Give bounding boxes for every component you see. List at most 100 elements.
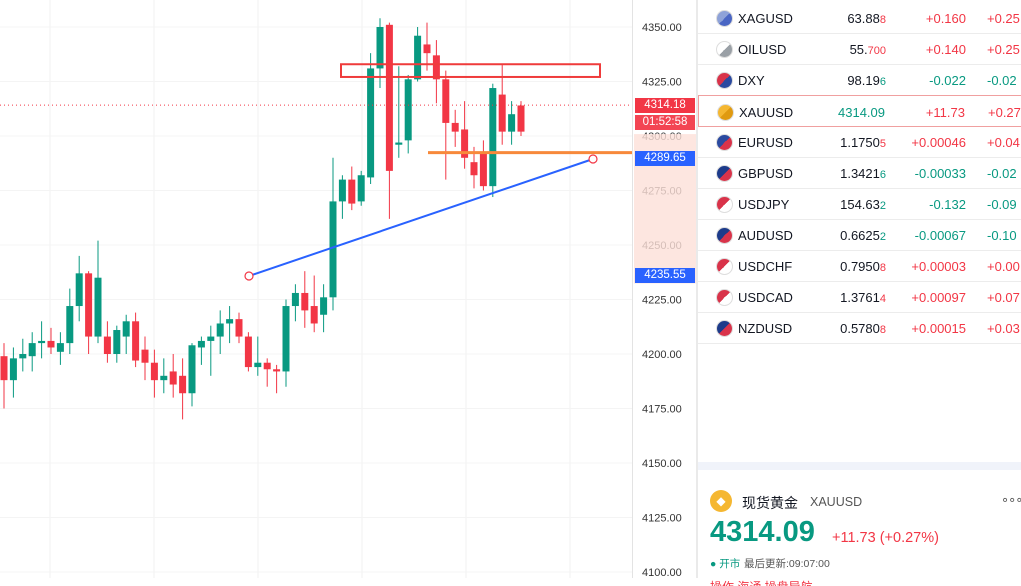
candle-body (207, 336, 215, 341)
last-price: 1.37614 (840, 290, 886, 305)
eurusd-flag-icon (716, 134, 733, 151)
candle-body (263, 362, 271, 370)
candle-body (179, 375, 187, 394)
candle-body (451, 122, 459, 132)
trendline (248, 158, 594, 277)
dxy-flag-icon (716, 72, 733, 89)
candle-body (508, 114, 516, 132)
last-price-tag: 4314.18 (635, 98, 695, 113)
watchlist-row-usdcad[interactable]: USDCAD 1.37614 +0.00097 +0.07 (698, 281, 1021, 313)
watchlist-row-usdjpy[interactable]: USDJPY 154.632 -0.132 -0.09 (698, 188, 1021, 220)
change: +0.00003 (911, 259, 966, 274)
symbol: USDCHF (738, 259, 793, 274)
xauusd-flag-icon (717, 104, 734, 121)
last-price: 98.196 (847, 73, 886, 88)
candle-body (103, 336, 111, 354)
candle-body (56, 343, 64, 352)
y-tick-label: 4125.00 (642, 513, 682, 525)
change-percent: -0.09 (987, 197, 1017, 212)
change-percent: +0.07 (987, 290, 1020, 305)
y-tick-label: 4225.00 (642, 295, 682, 307)
candle-body (320, 297, 328, 315)
watchlist-row-gbpusd[interactable]: GBPUSD 1.34216 -0.00033 -0.02 (698, 157, 1021, 189)
xagusd-flag-icon (716, 10, 733, 27)
candle-body (216, 323, 224, 337)
change-percent: +0.00 (987, 259, 1020, 274)
market-status: ● 开市 (710, 558, 741, 570)
symbol: DXY (738, 73, 765, 88)
trendline-price-tag: 4235.55 (635, 268, 695, 283)
watchlist-row-audusd[interactable]: AUDUSD 0.66252 -0.00067 -0.10 (698, 219, 1021, 251)
change: +0.140 (925, 42, 966, 57)
candle-body (28, 343, 36, 357)
detail-change: +11.73 (+0.27%) (832, 530, 939, 546)
usdcad-flag-icon (716, 289, 733, 306)
candle-body (38, 340, 46, 344)
detail-price: 4314.09 (710, 516, 815, 548)
candle-body (517, 105, 525, 132)
symbol-code: XAUUSD (810, 495, 863, 509)
candle-body (150, 362, 158, 381)
oilusd-flag-icon (716, 41, 733, 58)
candle-body (188, 345, 196, 394)
candle-body (291, 292, 299, 307)
last-price: 63.888 (847, 11, 886, 26)
watchlist-row-oilusd[interactable]: OILUSD 55.700 +0.140 +0.25 (698, 33, 1021, 65)
change-percent: +0.25 (987, 11, 1020, 26)
watchlist-row-eurusd[interactable]: EURUSD 1.17505 +0.00046 +0.04 (698, 126, 1021, 158)
last-updated: 最后更新:09:07:00 (744, 558, 830, 570)
last-price: 1.34216 (840, 166, 886, 181)
candle-body (414, 35, 422, 80)
candle-body (235, 319, 243, 337)
detail-tabs[interactable]: 操作 海通 操盘导航 (710, 578, 813, 586)
last-price: 55.700 (849, 42, 886, 57)
candle-body (75, 273, 83, 307)
watchlist-row-usdchf[interactable]: USDCHF 0.79508 +0.00003 +0.00 (698, 250, 1021, 282)
price-axis-ticks: 4350.004325.004300.004275.004250.004225.… (634, 22, 696, 578)
candle-body (47, 340, 55, 348)
change-percent: +0.04 (987, 135, 1020, 150)
trendline-anchor (244, 271, 254, 281)
nzdusd-flag-icon (716, 320, 733, 337)
candle-body (113, 330, 121, 354)
candle-body (470, 162, 478, 176)
candle-body (226, 319, 234, 324)
y-tick-label: 4350.00 (642, 22, 682, 34)
candle-body (122, 321, 130, 337)
watchlist-row-xagusd[interactable]: XAGUSD 63.888 +0.160 +0.25 (698, 2, 1021, 34)
panel-divider[interactable] (696, 0, 698, 578)
usdjpy-flag-icon (716, 196, 733, 213)
more-options-icon[interactable]: ∘∘∘ (1001, 492, 1021, 507)
chart-canvas[interactable] (0, 0, 632, 578)
change: -0.00033 (914, 166, 966, 181)
watchlist-row-dxy[interactable]: DXY 98.196 -0.022 -0.02 (698, 64, 1021, 96)
candle-body (442, 79, 450, 123)
horizontal-line-price-tag: 4289.65 (635, 151, 695, 166)
watchlist-row-nzdusd[interactable]: NZDUSD 0.57808 +0.00015 +0.03 (698, 312, 1021, 344)
candle-body (489, 88, 497, 187)
change: -0.00067 (914, 228, 966, 243)
symbol: USDJPY (738, 197, 790, 212)
candlestick-chart[interactable] (0, 0, 632, 578)
candle-body (94, 277, 102, 337)
candle-body (376, 27, 384, 69)
candle-body (132, 321, 140, 361)
candle-body (160, 375, 168, 381)
price-axis[interactable]: 4350.004325.004300.004275.004250.004225.… (632, 0, 697, 578)
watchlist-row-xauusd[interactable]: XAUUSD 4314.09 +11.73 +0.27 (698, 95, 1021, 127)
change-percent: +0.25 (987, 42, 1020, 57)
change-percent: -0.02 (987, 73, 1017, 88)
y-tick-label: 4325.00 (642, 77, 682, 89)
candle-body (244, 336, 252, 368)
change-percent: +0.03 (987, 321, 1020, 336)
gbpusd-flag-icon (716, 165, 733, 182)
y-tick-label: 4200.00 (642, 349, 682, 361)
candle-body (254, 362, 262, 368)
change: -0.022 (929, 73, 966, 88)
candle-body (141, 349, 149, 363)
change: +0.00015 (911, 321, 966, 336)
candle-body (432, 55, 440, 80)
symbol: USDCAD (738, 290, 793, 305)
candle-body (282, 306, 290, 372)
symbol-detail-panel: ◆ 现货黄金 XAUUSD ∘∘∘ 4314.09 +11.73 (+0.27%… (698, 462, 1021, 586)
